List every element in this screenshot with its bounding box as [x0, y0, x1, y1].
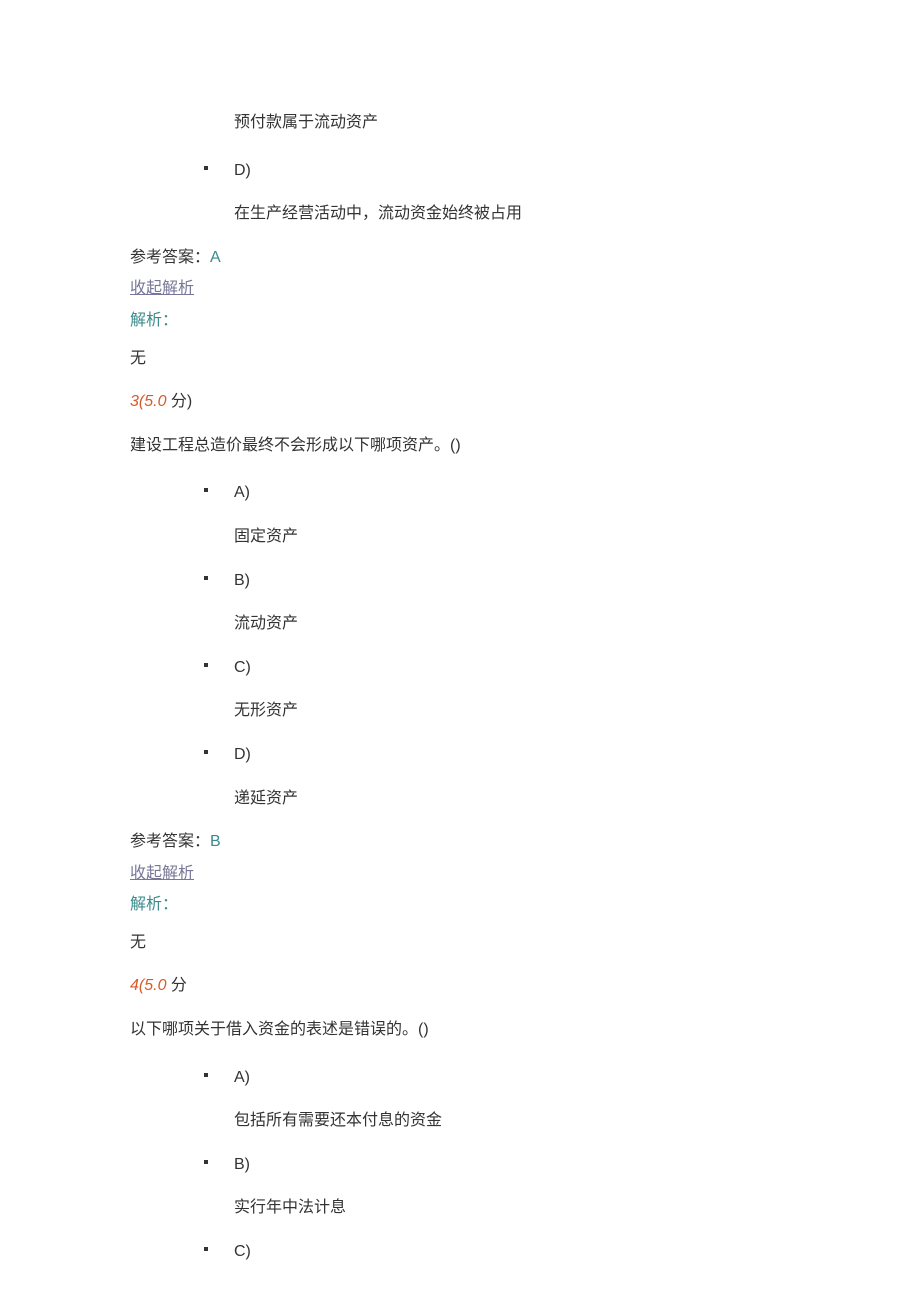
- q3-option-b-label: B): [210, 568, 920, 594]
- q4-option-list: A) 包括所有需要还本付息的资金 B) 实行年中法计息 C): [0, 1065, 920, 1265]
- q3-number: 3(5.0 分): [0, 389, 920, 415]
- q4-score-suffix: 分: [171, 977, 187, 994]
- q2-toggle-link-text[interactable]: 收起解析: [130, 280, 194, 297]
- q4-option-c[interactable]: C): [210, 1239, 920, 1265]
- q3-stem: 建设工程总造价最终不会形成以下哪项资产。(): [0, 433, 920, 459]
- q4-option-c-label: C): [210, 1239, 920, 1265]
- q3-option-d[interactable]: D) 递延资产: [210, 742, 920, 811]
- q4-number: 4(5.0 分: [0, 973, 920, 999]
- q3-score-suffix: 分): [171, 393, 192, 410]
- q3-option-c-label: C): [210, 655, 920, 681]
- q4-option-a-text: 包括所有需要还本付息的资金: [210, 1108, 920, 1134]
- q4-option-a-label: A): [210, 1065, 920, 1091]
- q3-answer-value: B: [210, 833, 221, 850]
- q3-number-value: 3(5.0: [130, 393, 166, 410]
- q3-answer-block: 参考答案：B: [0, 829, 920, 855]
- q2-answer-block: 参考答案：A: [0, 245, 920, 271]
- q4-option-b[interactable]: B) 实行年中法计息: [210, 1152, 920, 1221]
- q2-option-d-text: 在生产经营活动中，流动资金始终被占用: [210, 201, 920, 227]
- bullet-icon: [204, 166, 208, 170]
- q3-explain-text: 无: [0, 930, 920, 956]
- q3-option-a-text: 固定资产: [210, 524, 920, 550]
- bullet-icon: [204, 1160, 208, 1164]
- q3-option-a-label: A): [210, 480, 920, 506]
- q3-explain-label: 解析：: [0, 892, 920, 918]
- bullet-icon: [204, 488, 208, 492]
- bullet-icon: [204, 663, 208, 667]
- q2-option-d-label: D): [210, 158, 920, 184]
- q3-option-b[interactable]: B) 流动资产: [210, 568, 920, 637]
- q2-answer-label: 参考答案：: [130, 249, 210, 266]
- q3-option-list: A) 固定资产 B) 流动资产 C) 无形资产 D) 递延资产: [0, 480, 920, 811]
- bullet-icon: [204, 576, 208, 580]
- q4-stem: 以下哪项关于借入资金的表述是错误的。(): [0, 1017, 920, 1043]
- bullet-icon: [204, 1247, 208, 1251]
- q3-option-d-label: D): [210, 742, 920, 768]
- q4-option-b-text: 实行年中法计息: [210, 1195, 920, 1221]
- q3-option-a[interactable]: A) 固定资产: [210, 480, 920, 549]
- q3-option-b-text: 流动资产: [210, 611, 920, 637]
- q3-toggle-link[interactable]: 收起解析: [0, 861, 920, 887]
- q2-option-d[interactable]: D) 在生产经营活动中，流动资金始终被占用: [210, 158, 920, 227]
- q2-answer-value: A: [210, 249, 221, 266]
- q3-option-c-text: 无形资产: [210, 698, 920, 724]
- q3-toggle-link-text[interactable]: 收起解析: [130, 865, 194, 882]
- q3-answer-label: 参考答案：: [130, 833, 210, 850]
- q2-option-list-tail: D) 在生产经营活动中，流动资金始终被占用: [0, 158, 920, 227]
- q4-option-a[interactable]: A) 包括所有需要还本付息的资金: [210, 1065, 920, 1134]
- bullet-icon: [204, 750, 208, 754]
- q2-toggle-link[interactable]: 收起解析: [0, 276, 920, 302]
- q4-option-b-label: B): [210, 1152, 920, 1178]
- q2-explain-label: 解析：: [0, 308, 920, 334]
- q3-option-d-text: 递延资产: [210, 786, 920, 812]
- q2-option-c-text: 预付款属于流动资产: [0, 110, 920, 136]
- q4-number-value: 4(5.0: [130, 977, 166, 994]
- q2-explain-text: 无: [0, 346, 920, 372]
- q3-option-c[interactable]: C) 无形资产: [210, 655, 920, 724]
- bullet-icon: [204, 1073, 208, 1077]
